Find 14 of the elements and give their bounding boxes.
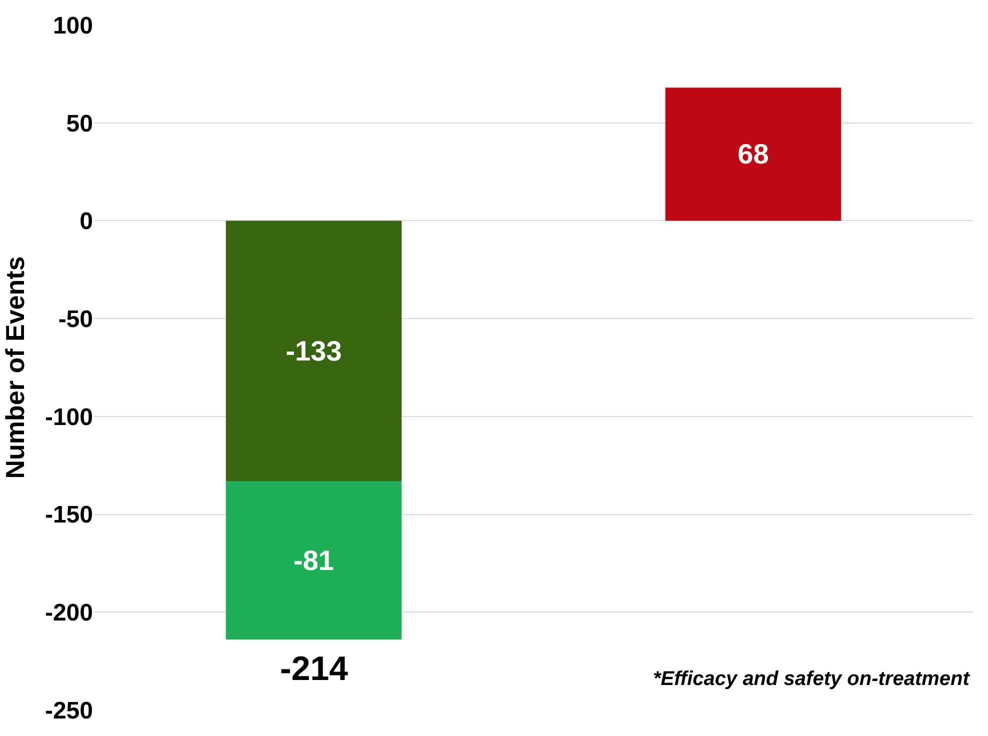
y-tick-label: -50 <box>58 306 93 333</box>
y-tick-label: -100 <box>44 404 93 431</box>
y-tick-label: 50 <box>66 110 93 138</box>
y-tick-label: -250 <box>44 697 93 724</box>
data-label: -81 <box>294 544 334 576</box>
annotation: *Efficacy and safety on-treatment <box>653 668 971 690</box>
y-tick-label: -200 <box>44 600 93 627</box>
data-label: -133 <box>286 335 342 366</box>
total-label: -214 <box>280 650 348 688</box>
data-label: 68 <box>738 138 769 170</box>
y-tick-label: -150 <box>44 502 93 529</box>
y-tick-label: 0 <box>80 208 93 236</box>
y-axis-title: Number of Events <box>0 256 30 479</box>
y-tick-label: 100 <box>52 12 93 40</box>
